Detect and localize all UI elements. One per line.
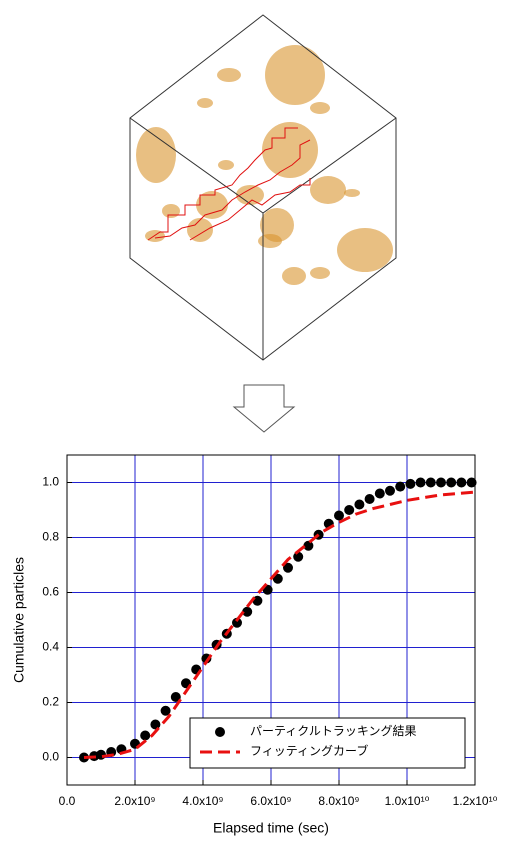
cube-illustration xyxy=(130,15,396,360)
data-point xyxy=(354,500,364,510)
sphere xyxy=(310,176,346,204)
legend-marker xyxy=(215,727,225,737)
x-tick-label: 2.0x10⁹ xyxy=(114,794,155,808)
data-point xyxy=(467,478,477,488)
data-point xyxy=(385,486,395,496)
data-point xyxy=(416,478,426,488)
sphere xyxy=(337,228,393,272)
sphere xyxy=(265,45,325,105)
sphere xyxy=(344,189,360,197)
figure: Elapsed time (sec) Cumulative particles … xyxy=(0,0,507,846)
x-tick-label: 1.2x10¹⁰ xyxy=(453,794,498,808)
sphere xyxy=(282,267,306,285)
data-point xyxy=(456,478,466,488)
data-point xyxy=(426,478,436,488)
data-point xyxy=(446,478,456,488)
x-tick-label: 6.0x10⁹ xyxy=(250,794,291,808)
y-tick-label: 0.2 xyxy=(42,695,59,709)
sphere xyxy=(310,102,330,114)
chart: Elapsed time (sec) Cumulative particles … xyxy=(11,455,498,836)
x-axis-label: Elapsed time (sec) xyxy=(213,820,329,836)
x-tick-label: 4.0x10⁹ xyxy=(182,794,223,808)
data-point xyxy=(436,478,446,488)
data-point xyxy=(395,482,405,492)
x-tick-label: 0.0 xyxy=(59,794,76,808)
y-tick-label: 0.4 xyxy=(42,640,59,654)
data-point xyxy=(293,552,303,562)
sphere xyxy=(162,204,180,218)
data-point xyxy=(375,489,385,499)
x-tick-label: 1.0x10¹⁰ xyxy=(385,794,430,808)
y-tick-label: 0.6 xyxy=(42,585,59,599)
y-tick-label: 0.8 xyxy=(42,530,59,544)
data-point xyxy=(344,505,354,515)
data-point xyxy=(334,511,344,521)
data-point xyxy=(303,541,313,551)
data-point xyxy=(365,494,375,504)
sphere xyxy=(187,218,213,242)
y-axis-label: Cumulative particles xyxy=(11,557,27,683)
sphere xyxy=(310,267,330,279)
x-tick-label: 8.0x10⁹ xyxy=(318,794,359,808)
spheres xyxy=(136,45,393,285)
sphere xyxy=(262,122,318,178)
y-tick-label: 1.0 xyxy=(42,475,59,489)
sphere xyxy=(197,98,213,108)
sphere xyxy=(218,160,234,170)
down-arrow xyxy=(234,385,294,432)
cube-edges xyxy=(130,15,396,360)
data-point xyxy=(140,731,150,741)
legend-label: フィッティングカーブ xyxy=(250,743,368,758)
data-point xyxy=(405,479,415,489)
sphere xyxy=(136,127,176,183)
page: {"chart_data": {"type": "scatter", "xlab… xyxy=(0,0,507,846)
sphere xyxy=(258,234,282,248)
y-tick-label: 0.0 xyxy=(42,750,59,764)
legend-label: パーティクルトラッキング結果 xyxy=(250,724,417,738)
sphere xyxy=(217,68,241,82)
